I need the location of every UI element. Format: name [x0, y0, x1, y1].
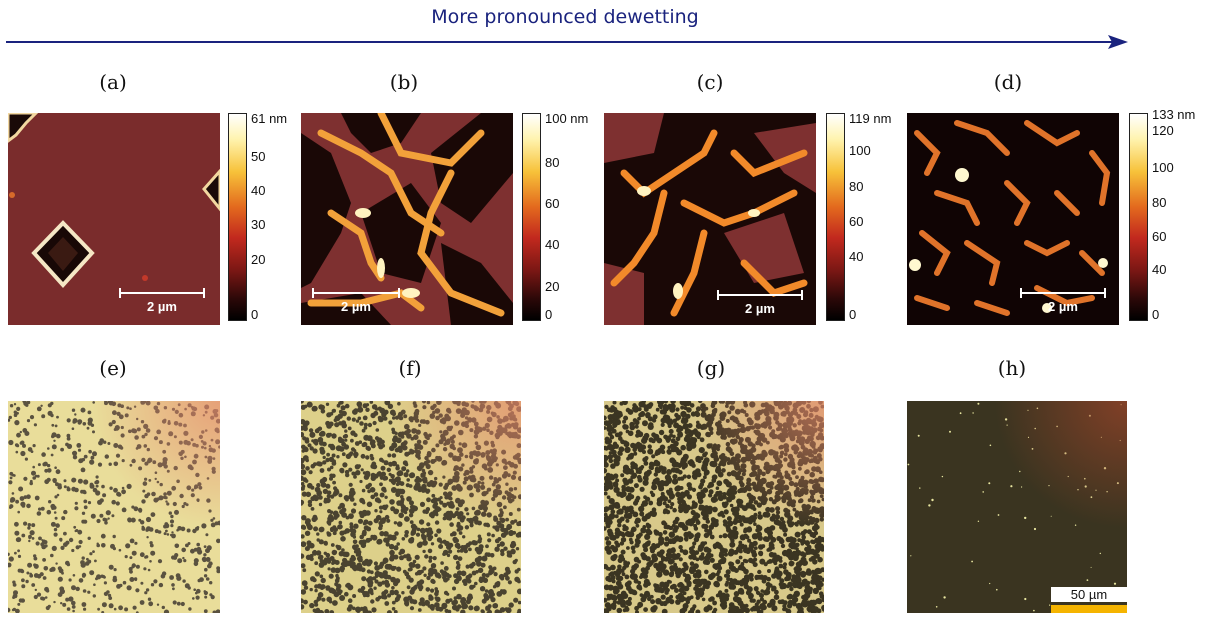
colorbar-d-tick: 60	[1152, 229, 1167, 244]
colorbar-c-tick: 80	[849, 179, 864, 194]
colorbar-b-tick: 80	[545, 155, 560, 170]
colorbar-b: 100 nm 80 60 40 20 0	[522, 111, 602, 325]
panel-label-b: (b)	[389, 70, 419, 94]
afm-image-c: 2 µm	[604, 113, 816, 325]
afm-image-b: 2 µm	[301, 113, 513, 325]
colorbar-b-max: 100 nm	[545, 111, 589, 126]
colorbar-b-tick: 60	[545, 196, 560, 211]
colorbar-c: 119 nm 100 80 60 40 0	[826, 111, 906, 325]
colorbar-a-tick: 50	[251, 149, 266, 164]
colorbar-b-tick: 40	[545, 237, 560, 252]
colorbar-d-tick: 0	[1152, 307, 1160, 322]
colorbar-c-tick: 100	[849, 143, 871, 158]
panel-label-e: (e)	[99, 356, 127, 380]
colorbar-c-tick: 40	[849, 249, 864, 264]
panel-label-c: (c)	[696, 70, 724, 94]
colorbar-a-tick: 40	[251, 183, 266, 198]
panel-label-d: (d)	[993, 70, 1023, 94]
panel-label-f: (f)	[398, 356, 422, 380]
optical-image-f	[301, 401, 521, 613]
scale-label-a: 2 µm	[147, 299, 177, 314]
afm-image-d: 2 µm	[907, 113, 1119, 325]
header: More pronounced dewetting	[0, 0, 1140, 60]
header-title: More pronounced dewetting	[431, 6, 699, 28]
panel-label-a: (a)	[99, 70, 127, 94]
colorbar-d-tick: 80	[1152, 195, 1167, 210]
panel-label-g: (g)	[696, 356, 726, 380]
scale-label-h: 50 µm	[1051, 587, 1127, 602]
direction-arrow-icon	[6, 35, 1128, 49]
colorbar-d-tick: 120	[1152, 123, 1174, 138]
optical-image-h: 50 µm	[907, 401, 1127, 613]
scale-label-c: 2 µm	[745, 301, 775, 316]
optical-image-g	[604, 401, 824, 613]
scale-bar-h	[1051, 605, 1127, 613]
colorbar-d: 133 nm 120 100 80 60 40 0	[1129, 107, 1214, 325]
panel-label-h: (h)	[997, 356, 1027, 380]
colorbar-a-tick: 30	[251, 217, 266, 232]
colorbar-b-tick: 0	[545, 307, 553, 322]
colorbar-d-tick: 100	[1152, 160, 1174, 175]
colorbar-c-tick: 60	[849, 214, 864, 229]
colorbar-c-tick: 0	[849, 307, 857, 322]
colorbar-a: 61 nm 50 40 30 20 0	[228, 111, 298, 325]
afm-image-a: 2 µm	[8, 113, 220, 325]
scale-label-b: 2 µm	[341, 299, 371, 314]
scale-label-d: 2 µm	[1048, 299, 1078, 314]
colorbar-a-max: 61 nm	[251, 111, 288, 126]
colorbar-a-tick: 0	[251, 307, 259, 322]
colorbar-b-tick: 20	[545, 279, 560, 294]
colorbar-a-tick: 20	[251, 252, 266, 267]
optical-image-e	[8, 401, 220, 613]
colorbar-d-max: 133 nm	[1152, 107, 1196, 122]
colorbar-d-tick: 40	[1152, 262, 1167, 277]
colorbar-c-max: 119 nm	[849, 111, 892, 126]
